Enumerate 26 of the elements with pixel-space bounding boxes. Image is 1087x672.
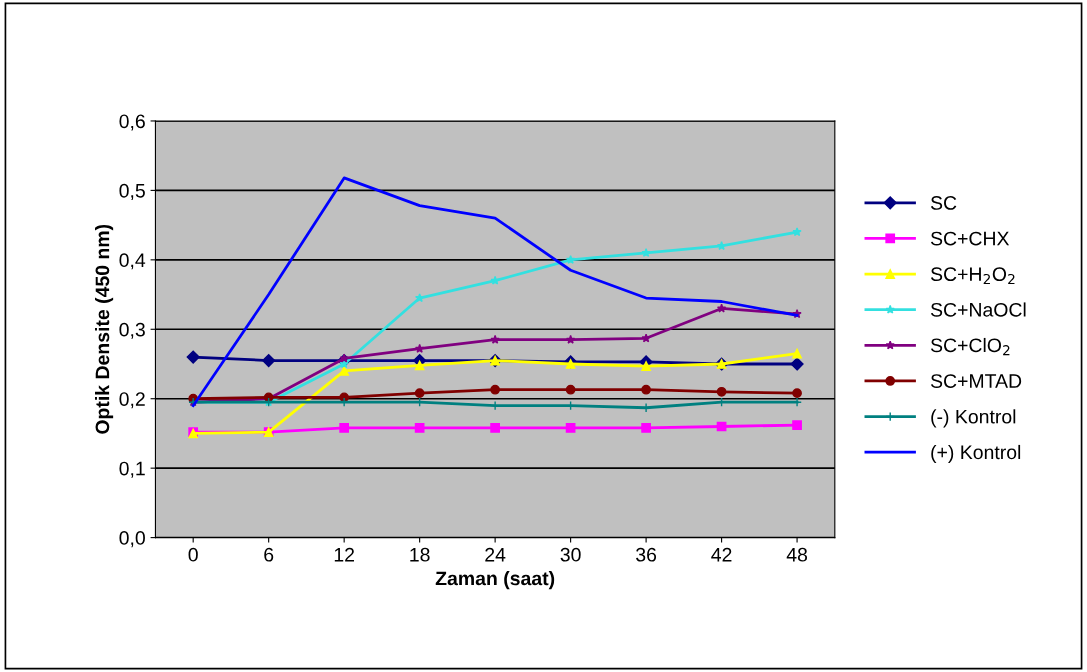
legend-label: (-) Kontrol [931, 409, 1016, 428]
x-tick-label: 12 [334, 547, 354, 562]
x-tick-label: 48 [786, 547, 808, 562]
y-tick-label: 0,3 [119, 322, 145, 339]
legend-label: SC+NaOCl [930, 302, 1026, 317]
y-axis-title: Optik Densite (450 nm) [95, 224, 114, 434]
legend-label: SC+ClO$_{2}$ [930, 337, 1010, 356]
x-tick-label: 30 [560, 547, 581, 562]
x-axis-title: Zaman (saat) [435, 571, 555, 590]
legend-label: SC+CHX [930, 231, 1010, 246]
y-tick-label: 0,4 [119, 253, 146, 270]
legend-label: SC [930, 196, 957, 210]
x-tick-label: 36 [636, 547, 657, 562]
legend-label: SC+MTAD [930, 374, 1022, 388]
y-tick-label: 0,2 [119, 392, 145, 409]
y-tick-label: 0,5 [119, 183, 145, 200]
x-tick-label: 42 [711, 547, 732, 562]
legend-label: (+) Kontrol [931, 444, 1021, 464]
y-tick-label: 0,0 [119, 531, 145, 548]
x-tick-label: 18 [410, 547, 430, 562]
x-tick-label: 6 [264, 547, 274, 562]
y-tick-label: 0,6 [119, 114, 145, 131]
legend-label: SC+H$_{2}$O$_{2}$ [930, 267, 1015, 285]
x-tick-label: 24 [485, 547, 506, 562]
x-tick-label: 0 [188, 547, 198, 562]
y-tick-label: 0,1 [119, 461, 145, 478]
